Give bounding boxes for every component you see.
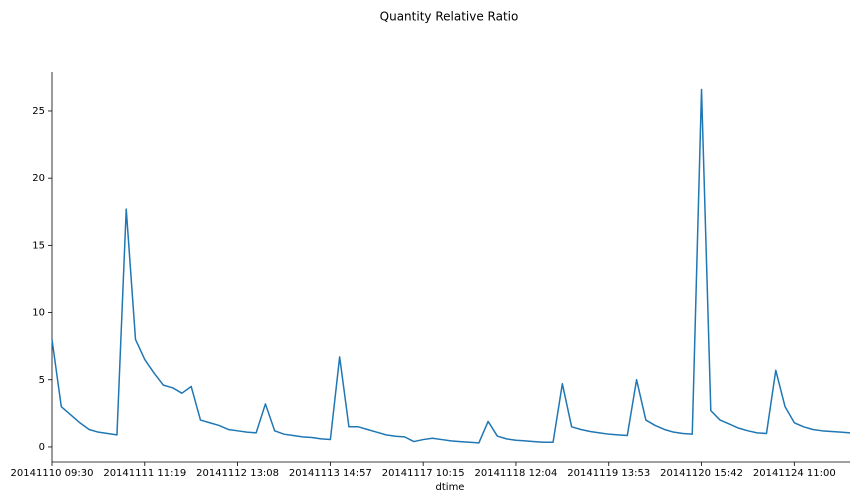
x-tick-label: 20141118 12:04 (475, 468, 558, 479)
x-tick-label: 20141120 15:42 (660, 468, 743, 479)
x-tick-label: 20141112 13:08 (196, 468, 279, 479)
x-tick-label: 20141117 10:15 (382, 468, 465, 479)
x-tick-label: 20141111 11:19 (103, 468, 186, 479)
x-tick-label: 20141113 14:57 (289, 468, 372, 479)
y-tick-label: 20 (32, 173, 45, 184)
y-tick-label: 5 (39, 375, 45, 386)
data-line (51, 88, 851, 444)
y-tick-label: 0 (39, 442, 45, 453)
x-tick-label: 20141110 09:30 (11, 468, 94, 479)
x-axis-label: dtime (436, 482, 465, 493)
x-tick-label: 20141119 13:53 (567, 468, 650, 479)
y-tick-label: 15 (32, 240, 45, 251)
x-tick-label: 20141124 11:00 (753, 468, 836, 479)
y-tick-label: 10 (32, 308, 45, 319)
y-tick-label: 25 (32, 106, 45, 117)
chart-title: Quantity Relative Ratio (380, 10, 519, 24)
